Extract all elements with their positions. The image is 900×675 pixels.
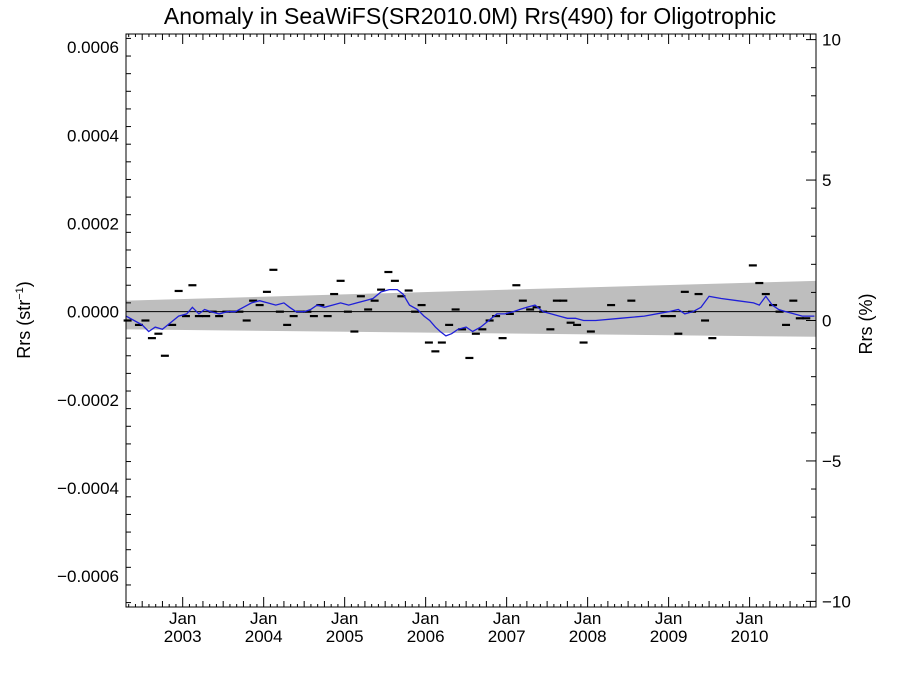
x-axis: Jan2003Jan2004Jan2005Jan2006Jan2007Jan20… <box>128 34 811 646</box>
right-tick-label: −5 <box>822 452 841 471</box>
right-tick-label: 10 <box>822 31 841 50</box>
left-tick-label: −0.0002 <box>57 391 119 410</box>
right-tick-label: −10 <box>822 592 851 611</box>
chart-title: Anomaly in SeaWiFS(SR2010.0M) Rrs(490) f… <box>164 3 776 29</box>
left-tick-label: 0.0000 <box>67 303 119 322</box>
x-tick-month-label: Jan <box>169 609 196 628</box>
x-tick-year-label: 2005 <box>326 627 364 646</box>
x-tick-month-label: Jan <box>574 609 601 628</box>
right-tick-label: 5 <box>822 171 831 190</box>
x-tick-month-label: Jan <box>250 609 277 628</box>
x-tick-year-label: 2009 <box>650 627 688 646</box>
x-tick-month-label: Jan <box>331 609 358 628</box>
x-tick-month-label: Jan <box>493 609 520 628</box>
left-y-axis: 0.0006 0.0004 0.0002 0.0000 −0.0002 −0.0004 −0… <box>57 37 131 604</box>
x-tick-month-label: Jan <box>412 609 439 628</box>
uncertainty-band <box>126 280 816 337</box>
left-tick-label: 0.0002 <box>67 215 119 234</box>
plot-area <box>123 33 817 608</box>
right-y-axis: 10 5 0 −5 −10 <box>806 31 851 611</box>
left-tick-label: −0.0006 <box>57 567 119 586</box>
x-tick-month-label: Jan <box>736 609 763 628</box>
right-axis-label: Rrs (%) <box>856 294 876 355</box>
left-tick-label: 0.0004 <box>67 126 119 145</box>
x-tick-year-label: 2007 <box>488 627 526 646</box>
smoothed-series-line <box>125 288 815 337</box>
right-tick-label: 0 <box>822 312 831 331</box>
left-axis-label: Rrs (str−1) <box>14 281 34 359</box>
x-tick-year-label: 2003 <box>164 627 202 646</box>
left-tick-label: −0.0004 <box>57 479 119 498</box>
x-tick-year-label: 2008 <box>569 627 607 646</box>
x-tick-year-label: 2006 <box>407 627 445 646</box>
x-tick-year-label: 2004 <box>245 627 283 646</box>
x-tick-month-label: Jan <box>655 609 682 628</box>
x-tick-year-label: 2010 <box>731 627 769 646</box>
left-tick-label: 0.0006 <box>67 38 119 57</box>
